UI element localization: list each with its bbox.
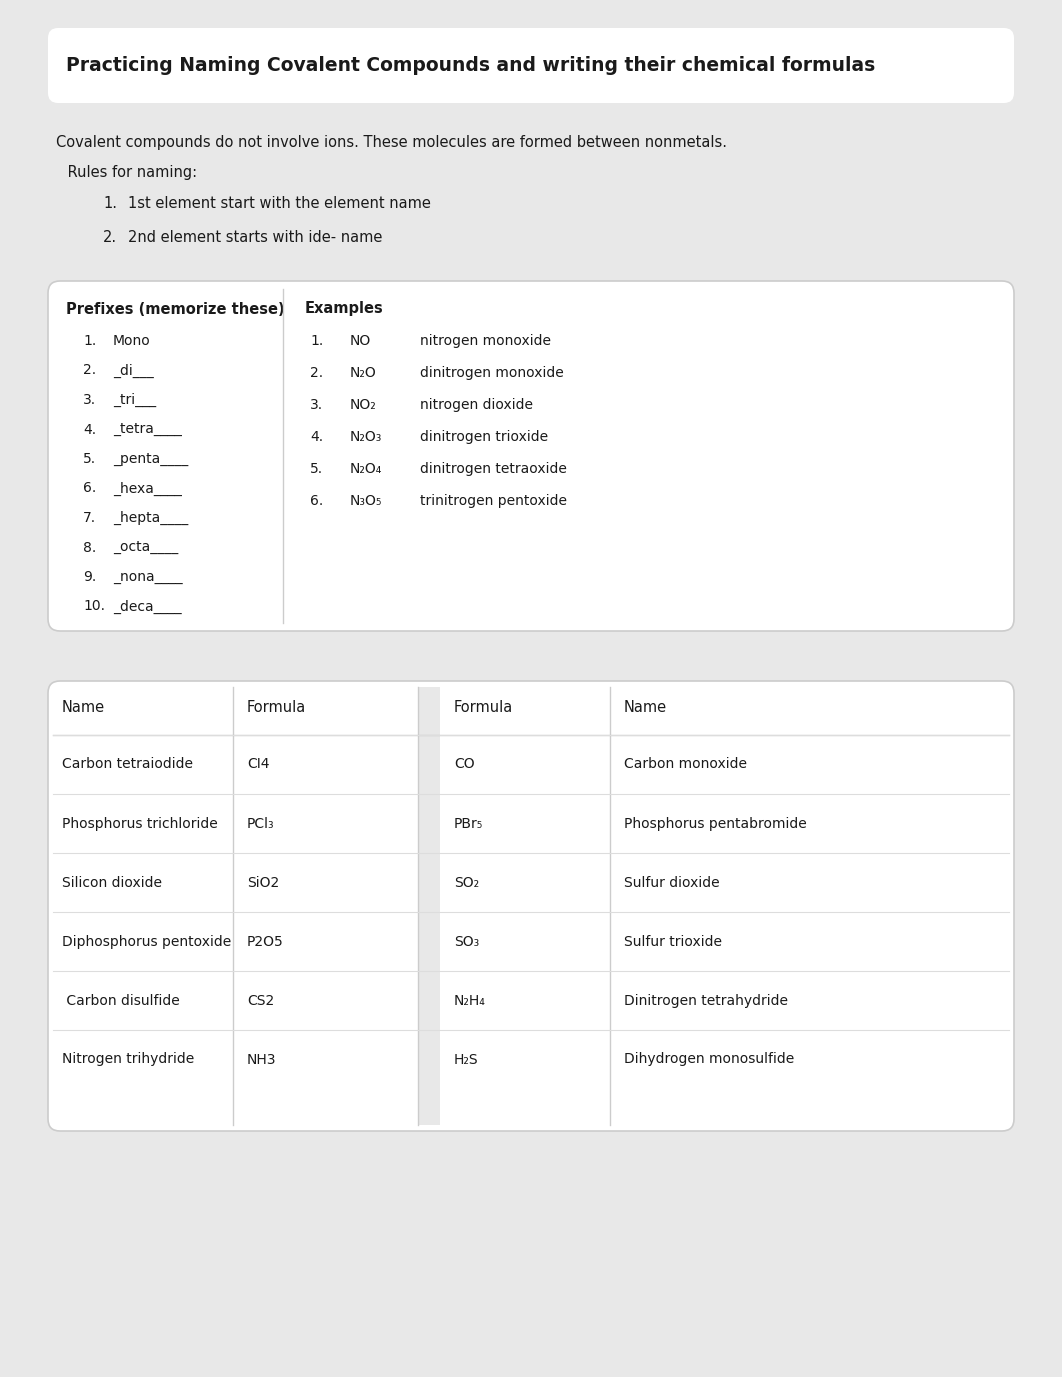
Text: 6.: 6. — [83, 482, 97, 496]
Text: Silicon dioxide: Silicon dioxide — [62, 876, 162, 890]
Text: Formula: Formula — [453, 701, 513, 716]
Text: NO₂: NO₂ — [350, 398, 377, 412]
Text: NH3: NH3 — [247, 1052, 276, 1067]
Text: 1st element start with the element name: 1st element start with the element name — [129, 196, 431, 211]
Text: 1.: 1. — [83, 335, 97, 348]
Text: 6.: 6. — [310, 494, 323, 508]
Text: Prefixes (memorize these): Prefixes (memorize these) — [66, 302, 285, 317]
Text: _tri___: _tri___ — [113, 392, 156, 408]
Text: Formula: Formula — [247, 701, 306, 716]
Text: 5.: 5. — [83, 452, 97, 465]
Text: N₂O₃: N₂O₃ — [350, 430, 382, 443]
Text: _nona____: _nona____ — [113, 570, 183, 584]
Text: 2nd element starts with ide- name: 2nd element starts with ide- name — [129, 230, 382, 245]
Text: Examples: Examples — [305, 302, 383, 317]
Text: _di___: _di___ — [113, 364, 154, 377]
Text: _hepta____: _hepta____ — [113, 511, 188, 525]
Text: 1.: 1. — [310, 335, 323, 348]
Text: Phosphorus trichloride: Phosphorus trichloride — [62, 817, 218, 830]
Text: _penta____: _penta____ — [113, 452, 188, 465]
Text: Phosphorus pentabromide: Phosphorus pentabromide — [624, 817, 807, 830]
Text: dinitrogen tetraoxide: dinitrogen tetraoxide — [419, 463, 567, 476]
Text: dinitrogen monoxide: dinitrogen monoxide — [419, 366, 564, 380]
Text: Sulfur trioxide: Sulfur trioxide — [624, 935, 722, 949]
Text: SO₂: SO₂ — [453, 876, 479, 890]
Text: dinitrogen trioxide: dinitrogen trioxide — [419, 430, 548, 443]
Text: 7.: 7. — [83, 511, 97, 525]
Text: Diphosphorus pentoxide: Diphosphorus pentoxide — [62, 935, 232, 949]
FancyBboxPatch shape — [48, 28, 1014, 103]
Text: N₂H₄: N₂H₄ — [453, 993, 486, 1008]
Text: NO: NO — [350, 335, 372, 348]
Text: _hexa____: _hexa____ — [113, 482, 182, 496]
Text: SO₃: SO₃ — [453, 935, 479, 949]
Text: Covalent compounds do not involve ions. These molecules are formed between nonme: Covalent compounds do not involve ions. … — [56, 135, 727, 150]
Text: Rules for naming:: Rules for naming: — [63, 165, 198, 180]
Text: PCl₃: PCl₃ — [247, 817, 275, 830]
Text: Practicing Naming Covalent Compounds and writing their chemical formulas: Practicing Naming Covalent Compounds and… — [66, 56, 875, 74]
Text: nitrogen dioxide: nitrogen dioxide — [419, 398, 533, 412]
Text: 1.: 1. — [103, 196, 117, 211]
Text: P2O5: P2O5 — [247, 935, 284, 949]
Text: Nitrogen trihydride: Nitrogen trihydride — [62, 1052, 194, 1067]
Text: _octa____: _octa____ — [113, 541, 178, 555]
Text: CS2: CS2 — [247, 993, 274, 1008]
Text: Mono: Mono — [113, 335, 151, 348]
Text: Sulfur dioxide: Sulfur dioxide — [624, 876, 720, 890]
Text: trinitrogen pentoxide: trinitrogen pentoxide — [419, 494, 567, 508]
Text: Name: Name — [62, 701, 105, 716]
Text: 3.: 3. — [310, 398, 323, 412]
Text: 4.: 4. — [310, 430, 323, 443]
Text: Carbon monoxide: Carbon monoxide — [624, 757, 747, 771]
Text: H₂S: H₂S — [453, 1052, 479, 1067]
Text: Name: Name — [624, 701, 667, 716]
FancyBboxPatch shape — [48, 682, 1014, 1131]
Text: N₂O₄: N₂O₄ — [350, 463, 382, 476]
Text: Dinitrogen tetrahydride: Dinitrogen tetrahydride — [624, 993, 788, 1008]
Text: 3.: 3. — [83, 392, 97, 408]
Text: 2.: 2. — [103, 230, 117, 245]
Text: Dihydrogen monosulfide: Dihydrogen monosulfide — [624, 1052, 794, 1067]
FancyBboxPatch shape — [48, 281, 1014, 631]
Text: Carbon tetraiodide: Carbon tetraiodide — [62, 757, 193, 771]
Text: 8.: 8. — [83, 541, 97, 555]
Text: CO: CO — [453, 757, 475, 771]
Text: 2.: 2. — [310, 366, 323, 380]
Text: 10.: 10. — [83, 599, 105, 614]
Text: SiO2: SiO2 — [247, 876, 279, 890]
Text: N₃O₅: N₃O₅ — [350, 494, 382, 508]
Text: 2.: 2. — [83, 364, 97, 377]
Text: 5.: 5. — [310, 463, 323, 476]
Text: CI4: CI4 — [247, 757, 270, 771]
Text: _deca____: _deca____ — [113, 599, 182, 614]
Text: PBr₅: PBr₅ — [453, 817, 483, 830]
Text: nitrogen monoxide: nitrogen monoxide — [419, 335, 551, 348]
Text: N₂O: N₂O — [350, 366, 377, 380]
Text: _tetra____: _tetra____ — [113, 423, 182, 437]
Text: 4.: 4. — [83, 423, 97, 437]
Bar — [418, 687, 440, 1125]
Text: Carbon disulfide: Carbon disulfide — [62, 993, 179, 1008]
Text: 9.: 9. — [83, 570, 97, 584]
